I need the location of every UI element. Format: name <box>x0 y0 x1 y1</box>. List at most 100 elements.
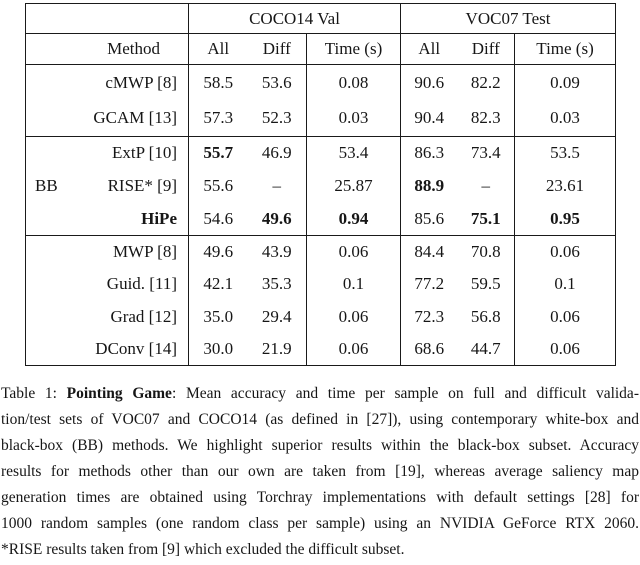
bb-group-label: BB <box>35 176 58 195</box>
cell-voc-time: 0.03 <box>514 100 616 137</box>
cell-coco-time: 0.03 <box>306 100 402 137</box>
cell-coco-all: 55.7 <box>203 143 234 163</box>
cell-voc-diff: 59.5 <box>457 268 516 301</box>
cell-voc-diff: – <box>457 169 516 203</box>
group-header-row: COCO14 Val VOC07 Test <box>25 3 616 34</box>
cell-voc-time: 0.09 <box>550 72 580 92</box>
cell-voc-time: 53.5 <box>550 143 580 163</box>
cell-coco-diff: 43.9 <box>247 235 307 268</box>
cell-coco-diff: 53.6 <box>247 64 307 101</box>
cell-method: cMWP [8] <box>25 64 189 101</box>
cell-coco-time: 0.1 <box>306 268 402 301</box>
cell-voc-diff: 44.7 <box>457 333 516 366</box>
cell-voc-time: 0.06 <box>550 242 580 261</box>
caption-line: Table 1: Pointing Game: Mean accuracy an… <box>1 381 639 407</box>
cell-voc-time: 0.06 <box>550 306 580 326</box>
results-table: COCO14 Val VOC07 Test Method All Diff Ti… <box>25 3 617 366</box>
table-row-cmwp: cMWP [8] 58.5 53.6 0.08 90.6 82.2 0.09 <box>25 64 616 101</box>
cell-voc-time: 23.61 <box>545 176 585 195</box>
caption-table-number: Table 1: <box>1 385 67 402</box>
header-coco-time: Time (s) <box>306 33 402 65</box>
cell-method: BB RISE* [9] <box>25 169 189 203</box>
caption-line: 1000 random samples (one random class pe… <box>1 515 639 532</box>
header-coco-diff: Diff <box>247 33 307 65</box>
header-method: Method <box>25 33 189 65</box>
table-row-extp: ExtP [10] 55.7 46.9 53.4 86.3 73.4 53.5 <box>25 136 616 170</box>
cell-voc-diff: 82.2 <box>457 64 516 101</box>
table-row-gcam: GCAM [13] 57.3 52.3 0.03 90.4 82.3 0.03 <box>25 100 616 137</box>
cell-voc-diff: 73.4 <box>457 136 516 170</box>
cell-voc-diff: 75.1 <box>457 202 516 236</box>
table-row-guid: Guid. [11] 42.1 35.3 0.1 77.2 59.5 0.1 <box>25 268 616 301</box>
cell-coco-time: 0.06 <box>306 300 402 333</box>
cell-coco-diff: 29.4 <box>247 300 307 333</box>
results-table-container: COCO14 Val VOC07 Test Method All Diff Ti… <box>25 3 617 366</box>
cell-coco-diff: 49.6 <box>247 202 307 236</box>
header-voc-time: Time (s) <box>514 33 616 65</box>
table-row-hipe: HiPe 54.6 49.6 0.94 85.6 75.1 0.95 <box>25 202 616 236</box>
corner-cell <box>25 3 189 34</box>
cell-coco-time: 25.87 <box>306 169 402 203</box>
cell-voc-all: 85.6 <box>400 202 458 236</box>
table-row-mwp: MWP [8] 49.6 43.9 0.06 84.4 70.8 0.06 <box>25 235 616 268</box>
cell-voc-all: 90.4 <box>400 100 458 137</box>
cell-method: MWP [8] <box>25 235 189 268</box>
cell-coco-time: 0.06 <box>306 235 402 268</box>
cell-voc-time: 0.95 <box>514 202 616 236</box>
group-header-voc: VOC07 Test <box>400 3 616 34</box>
cell-coco-diff: 35.3 <box>247 268 307 301</box>
cell-voc-all: 84.4 <box>414 242 445 261</box>
cell-voc-diff: 70.8 <box>457 235 516 268</box>
caption-footnote: *RISE results taken from [9] which exclu… <box>1 541 405 558</box>
cell-voc-all: 72.3 <box>414 306 445 326</box>
cell-voc-diff: 56.8 <box>457 300 516 333</box>
cell-voc-all: 77.2 <box>414 274 445 294</box>
cell-method: Grad [12] <box>25 300 189 333</box>
cell-coco-time: 0.08 <box>306 64 402 101</box>
cell-voc-all: 86.3 <box>414 143 445 163</box>
cell-method: GCAM [13] <box>25 100 189 137</box>
caption-title: Pointing Game <box>66 385 172 402</box>
cell-coco-diff: 21.9 <box>247 333 307 366</box>
cell-voc-diff: 82.3 <box>457 100 516 137</box>
cell-coco-all: 54.6 <box>188 202 248 236</box>
cell-voc-all: 90.6 <box>414 72 445 92</box>
cell-coco-all: 30.0 <box>203 339 234 358</box>
caption-line: black-box (BB) methods. We highlight sup… <box>1 437 639 454</box>
cell-coco-time: 0.94 <box>306 202 402 236</box>
caption-line: results for methods other than our own a… <box>1 463 639 480</box>
cell-coco-diff: 46.9 <box>247 136 307 170</box>
cell-method: ExtP [10] <box>25 136 189 170</box>
header-voc-diff: Diff <box>457 33 516 65</box>
cell-coco-all: 42.1 <box>203 274 234 294</box>
cell-voc-time: 0.1 <box>554 274 576 294</box>
cell-coco-all: 55.6 <box>203 176 234 195</box>
cell-voc-all: 88.9 <box>414 176 445 195</box>
header-coco-all: All <box>188 33 248 65</box>
table-row-rise: BB RISE* [9] 55.6 – 25.87 88.9 – 23.61 <box>25 169 616 203</box>
caption-text: : Mean accuracy and time per sample on f… <box>171 385 639 402</box>
cell-coco-all: 35.0 <box>203 306 234 326</box>
caption-line: tion/test sets of VOC07 and COCO14 (as d… <box>1 411 639 428</box>
cell-coco-diff: – <box>247 169 307 203</box>
cell-coco-time: 0.06 <box>306 333 402 366</box>
cell-voc-all: 68.6 <box>414 339 445 358</box>
cell-method: DConv [14] <box>25 333 189 366</box>
cell-coco-time: 53.4 <box>306 136 402 170</box>
column-header-row: Method All Diff Time (s) All Diff Time (… <box>25 33 616 65</box>
cell-voc-time: 0.06 <box>550 339 580 358</box>
cell-method: HiPe <box>25 202 189 236</box>
method-name: RISE* [9] <box>107 176 177 195</box>
caption-line: generation times are obtained using Torc… <box>1 489 639 506</box>
table-caption: Table 1: Pointing Game: Mean accuracy an… <box>1 381 639 563</box>
cell-coco-diff: 52.3 <box>247 100 307 137</box>
header-voc-all: All <box>400 33 458 65</box>
group-header-coco: COCO14 Val <box>188 3 402 34</box>
cell-method: Guid. [11] <box>25 268 189 301</box>
table-row-grad: Grad [12] 35.0 29.4 0.06 72.3 56.8 0.06 <box>25 300 616 333</box>
table-row-dconv: DConv [14] 30.0 21.9 0.06 68.6 44.7 0.06 <box>25 333 616 366</box>
cell-coco-all: 57.3 <box>188 100 248 137</box>
cell-coco-all: 49.6 <box>203 242 234 261</box>
cell-coco-all: 58.5 <box>203 72 234 92</box>
